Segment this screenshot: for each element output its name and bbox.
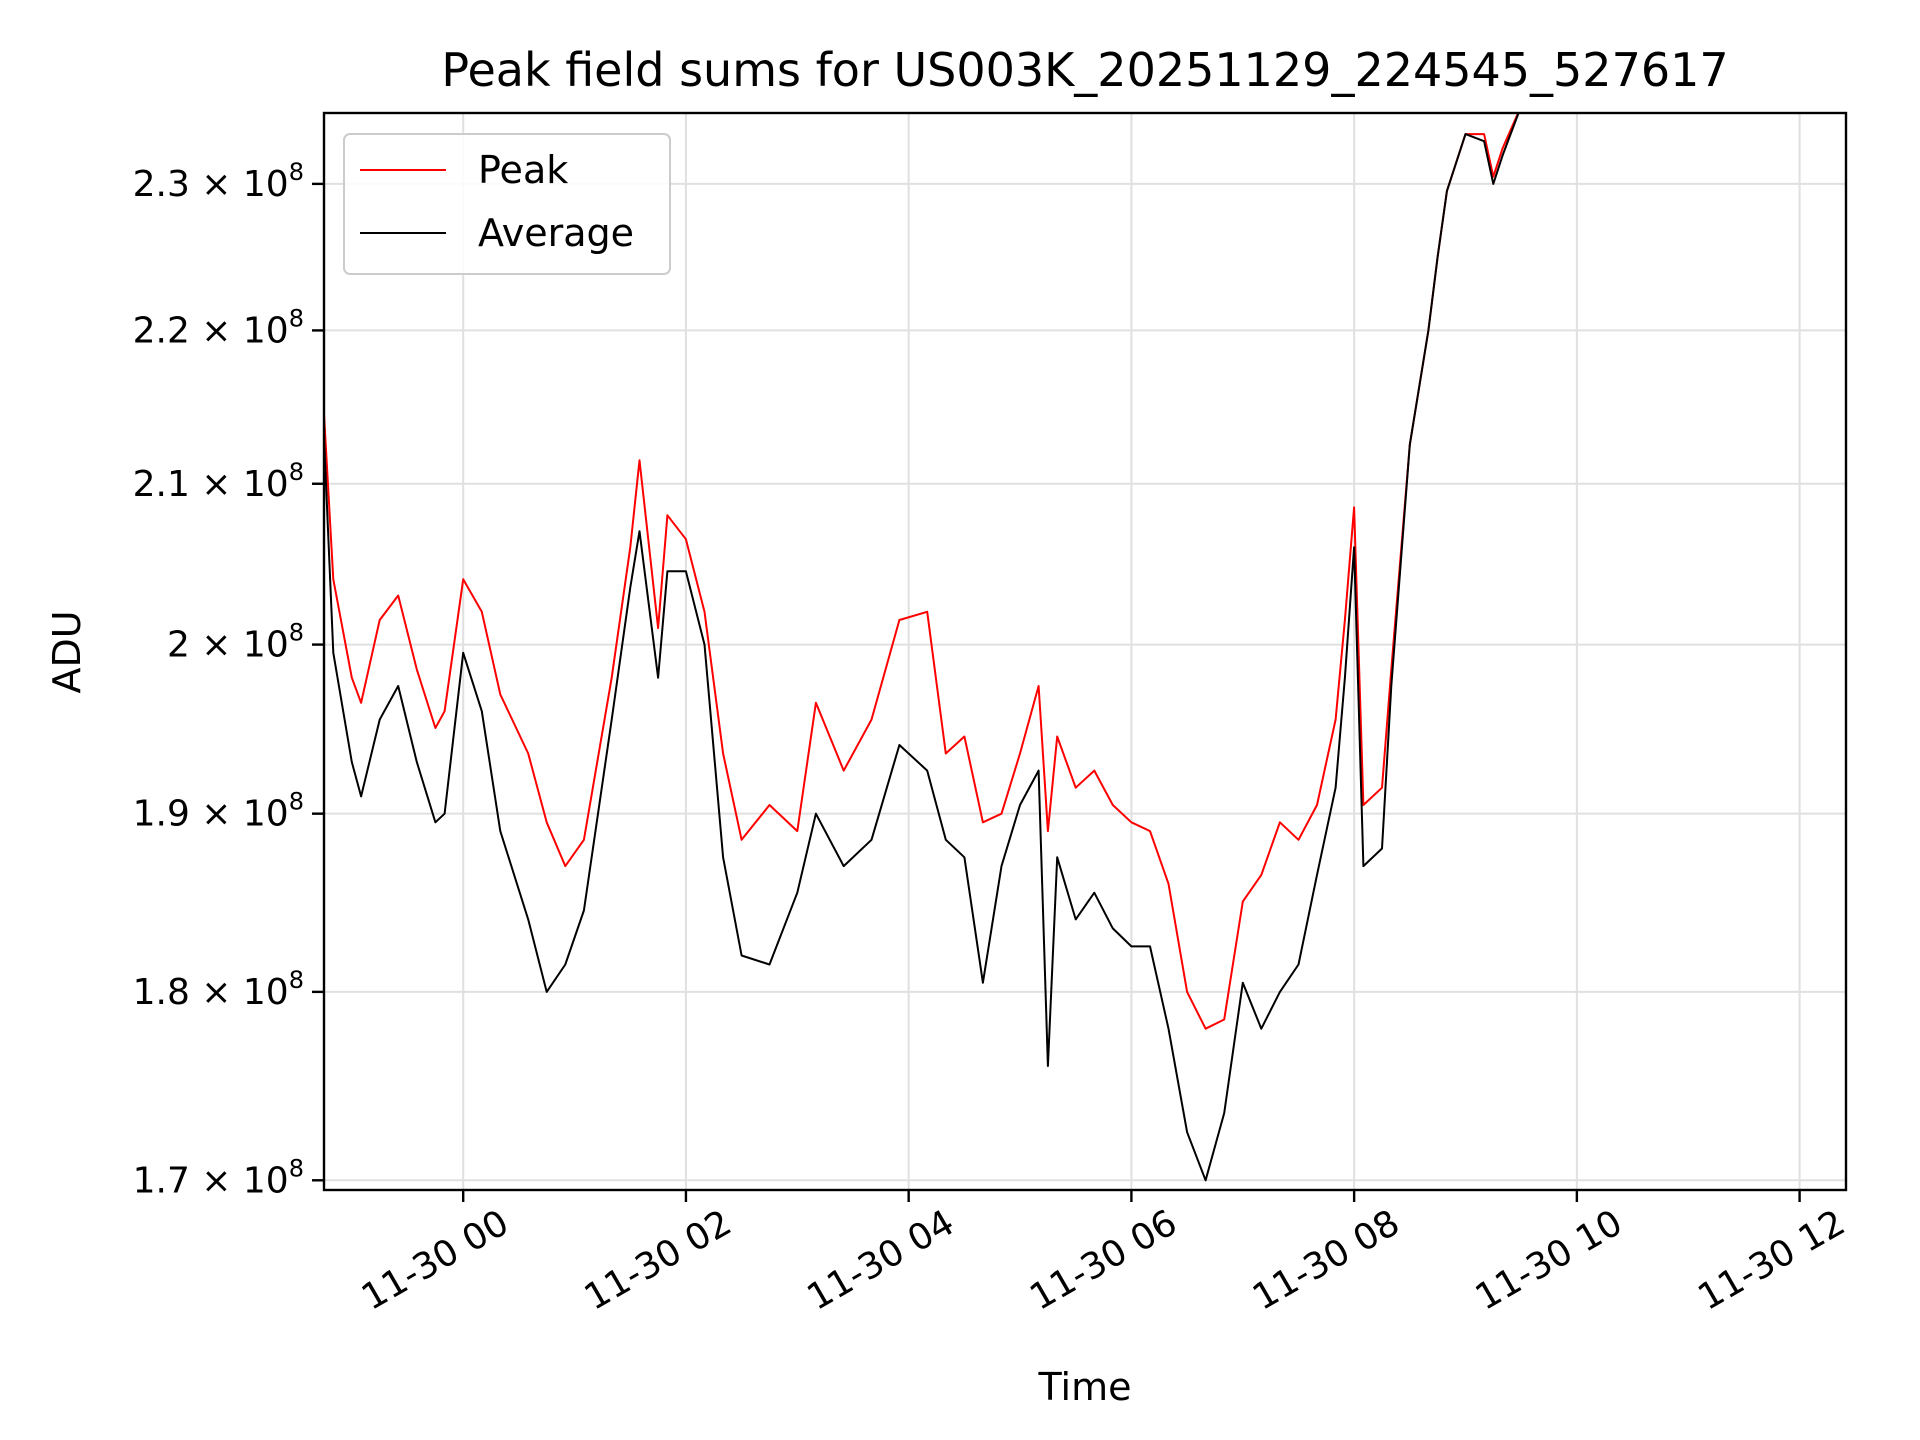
y-tick-label: 1.7 × 108 bbox=[133, 1154, 304, 1201]
x-tick-label: 11-30 02 bbox=[578, 1202, 739, 1318]
grid bbox=[324, 113, 1846, 1190]
x-tick-label: 11-30 06 bbox=[1023, 1202, 1184, 1318]
axis-ticks: 11-30 00 11-30 02 11-30 04 11-30 06 11-30 08… bbox=[133, 158, 1853, 1319]
legend: Peak Average bbox=[343, 133, 671, 275]
x-tick-label: 11-30 00 bbox=[355, 1202, 516, 1318]
chart-title: Peak field sums for US003K_20251129_2245… bbox=[441, 43, 1728, 97]
y-tick-label: 1.9 × 108 bbox=[133, 788, 304, 835]
y-axis-label: ADU bbox=[45, 610, 89, 693]
x-tick-label: 11-30 04 bbox=[800, 1202, 961, 1318]
series-line-peak bbox=[324, 113, 1520, 1030]
x-axis-label: Time bbox=[1038, 1365, 1132, 1409]
x-tick-label: 11-30 10 bbox=[1469, 1202, 1630, 1318]
y-tick-label: 2.2 × 108 bbox=[133, 304, 304, 351]
plot-frame bbox=[322, 111, 1848, 1192]
x-tick-label: 11-30 08 bbox=[1246, 1202, 1407, 1318]
series-layer bbox=[324, 113, 1520, 1182]
y-tick-label: 2.1 × 108 bbox=[133, 458, 304, 505]
x-tick-label: 11-30 12 bbox=[1691, 1202, 1852, 1318]
legend-label-average: Average bbox=[478, 211, 634, 255]
series-line-average bbox=[324, 113, 1520, 1182]
y-tick-label: 1.8 × 108 bbox=[133, 966, 304, 1013]
y-tick-label: 2.3 × 108 bbox=[133, 158, 304, 205]
legend-label-peak: Peak bbox=[478, 148, 568, 192]
y-tick-label: 2 × 108 bbox=[167, 619, 304, 666]
